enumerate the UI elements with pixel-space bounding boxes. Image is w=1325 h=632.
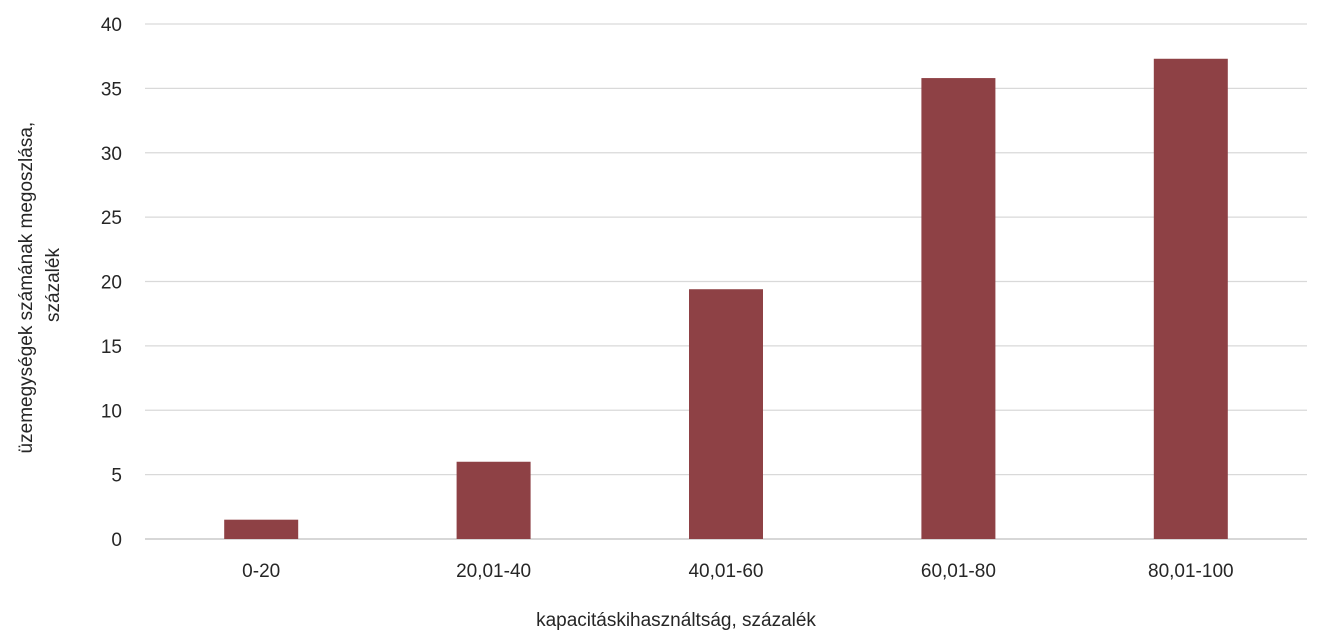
y-tick-label: 40 <box>101 15 122 36</box>
bar-80,01-100 <box>1153 58 1228 539</box>
y-tick-label: 5 <box>111 466 122 487</box>
x-tick-label: 20,01-40 <box>456 561 531 582</box>
x-tick-label: 40,01-60 <box>688 561 763 582</box>
y-axis-ticks: 0 5 10 15 20 25 30 35 40 <box>101 15 122 551</box>
gridlines <box>145 23 1307 540</box>
bars <box>224 58 1228 539</box>
bar-60,01-80 <box>921 78 996 539</box>
y-tick-label: 0 <box>111 530 122 551</box>
y-tick-label: 30 <box>101 144 122 165</box>
x-tick-label: 0-20 <box>242 561 280 582</box>
bar-40,01-60 <box>689 289 763 539</box>
y-tick-label: 35 <box>101 79 122 100</box>
y-tick-label: 15 <box>101 337 122 358</box>
bar-0-20 <box>224 519 299 539</box>
y-axis-title-line-1: üzemegységek számának megoszlása, <box>16 122 37 454</box>
x-axis-ticks: 0-20 20,01-40 40,01-60 60,01-80 80,01-100 <box>242 561 1233 582</box>
x-tick-label: 80,01-100 <box>1148 561 1234 582</box>
x-axis-title: kapacitáskihasználtság, százalék <box>536 610 816 631</box>
y-tick-label: 25 <box>101 208 122 229</box>
bar-20,01-40 <box>456 461 531 539</box>
x-tick-label: 60,01-80 <box>921 561 996 582</box>
y-axis-title-line-2: százalék <box>43 248 64 322</box>
y-axis-title: üzemegységek számának megoszlása, százal… <box>16 117 64 454</box>
y-tick-label: 20 <box>101 273 122 294</box>
y-tick-label: 10 <box>101 401 122 422</box>
